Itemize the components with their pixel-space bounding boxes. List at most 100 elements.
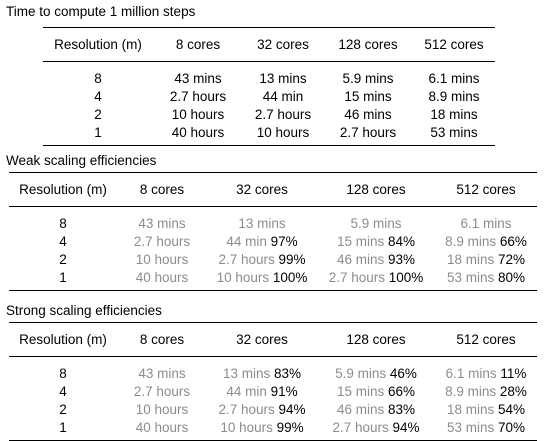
time-cell: 8.9 mins [428, 89, 480, 104]
time-value: 10 hours [135, 402, 189, 417]
time-table-title: Time to compute 1 million steps [6, 4, 196, 19]
resolution-cell: 2 [59, 402, 67, 417]
time-value: 44 min [226, 384, 267, 399]
header-128-cores: 128 cores [346, 182, 406, 197]
time-value: 13 mins [238, 216, 286, 231]
time-cell: 46 mins [344, 107, 392, 122]
time-value: 40 hours [135, 420, 189, 435]
time-value: 15 mins [336, 384, 385, 399]
time-cell: 15 mins [344, 89, 392, 104]
table-row: 1 40 hours 10 hours 2.7 hours 53 mins [43, 124, 495, 146]
time-value: 6.1 mins [445, 366, 497, 381]
time-cell: 2.7 hours [254, 107, 312, 122]
time-cell: 44 min [262, 89, 304, 104]
efficiency-value: 72% [498, 252, 526, 267]
time-value: 6.1 mins [460, 216, 512, 231]
table-row: 2 10 hours 2.7 hours 99% 46 mins 93% 18 … [9, 251, 537, 269]
time-value: 2.7 hours [218, 252, 275, 267]
table-row: 8 43 mins 13 mins 5.9 mins 6.1 mins [43, 70, 495, 88]
time-value: 15 mins [336, 234, 385, 249]
efficiency-value: 66% [499, 234, 527, 249]
header-32-cores: 32 cores [257, 37, 309, 52]
efficiency-value: 93% [388, 252, 416, 267]
time-value: 5.9 mins [350, 216, 402, 231]
time-value: 5.9 mins [335, 366, 387, 381]
resolution-cell: 4 [59, 384, 67, 399]
header-resolution: Resolution (m) [19, 332, 107, 347]
weak-scaling-table: Resolution (m) 8 cores 32 cores 128 core… [9, 172, 537, 291]
table-row: 2 10 hours 2.7 hours 46 mins 18 mins [43, 106, 495, 124]
time-value: 53 mins [446, 420, 495, 435]
efficiency-value: 94% [392, 420, 420, 435]
time-value: 2.7 hours [133, 384, 191, 399]
strong-table-title: Strong scaling efficiencies [6, 303, 162, 318]
time-value: 53 mins [446, 270, 495, 285]
resolution-cell: 2 [94, 107, 102, 122]
time-cell: 5.9 mins [342, 71, 394, 86]
resolution-cell: 1 [94, 125, 102, 140]
time-value: 46 mins [336, 402, 385, 417]
table-row: 4 2.7 hours 44 min 91% 15 mins 66% 8.9 m… [9, 383, 537, 401]
time-value: 18 mins [446, 402, 495, 417]
resolution-cell: 1 [59, 270, 67, 285]
efficiency-value: 28% [499, 384, 527, 399]
efficiency-value: 80% [498, 270, 526, 285]
header-8-cores: 8 cores [139, 182, 185, 197]
time-value: 43 mins [138, 366, 186, 381]
resolution-cell: 8 [59, 366, 67, 381]
resolution-cell: 1 [59, 420, 67, 435]
strong-scaling-table: Resolution (m) 8 cores 32 cores 128 core… [9, 322, 537, 441]
header-128-cores: 128 cores [338, 37, 398, 52]
header-32-cores: 32 cores [236, 332, 288, 347]
time-value: 18 mins [446, 252, 495, 267]
time-cell: 6.1 mins [428, 71, 480, 86]
efficiency-value: 11% [500, 366, 527, 381]
table-row: 1 40 hours 10 hours 99% 2.7 hours 94% 53… [9, 419, 537, 441]
efficiency-value: 84% [388, 234, 416, 249]
time-value: 10 hours [220, 420, 273, 435]
resolution-cell: 4 [59, 234, 67, 249]
table-row: 8 43 mins 13 mins 5.9 mins 6.1 mins [9, 215, 537, 233]
table-row: 8 43 mins 13 mins 83% 5.9 mins 46% 6.1 m… [9, 365, 537, 383]
resolution-cell: 8 [59, 216, 67, 231]
efficiency-value: 91% [270, 384, 298, 399]
resolution-cell: 8 [94, 71, 102, 86]
time-cell: 43 mins [174, 71, 222, 86]
time-value: 43 mins [138, 216, 186, 231]
efficiency-value: 100% [272, 270, 308, 285]
table-row: 2 10 hours 2.7 hours 94% 46 mins 83% 18 … [9, 401, 537, 419]
header-512-cores: 512 cores [456, 182, 516, 197]
time-value: 10 hours [216, 270, 270, 285]
time-cell: 13 mins [259, 71, 307, 86]
time-table: Resolution (m) 8 cores 32 cores 128 core… [43, 27, 495, 146]
efficiency-value: 99% [276, 420, 304, 435]
efficiency-value: 83% [388, 402, 416, 417]
time-value: 2.7 hours [133, 234, 191, 249]
weak-table-title: Weak scaling efficiencies [6, 153, 157, 168]
time-value: 46 mins [336, 252, 385, 267]
time-cell: 10 hours [171, 107, 225, 122]
efficiency-value: 70% [498, 420, 526, 435]
table-row: 4 2.7 hours 44 min 97% 15 mins 84% 8.9 m… [9, 233, 537, 251]
header-32-cores: 32 cores [236, 182, 288, 197]
header-8-cores: 8 cores [175, 37, 221, 52]
header-512-cores: 512 cores [424, 37, 484, 52]
efficiency-value: 94% [278, 402, 306, 417]
time-value: 8.9 mins [445, 234, 497, 249]
time-cell: 53 mins [430, 125, 478, 140]
header-resolution: Resolution (m) [19, 182, 107, 197]
time-cell: 18 mins [430, 107, 478, 122]
resolution-cell: 4 [94, 89, 102, 104]
efficiency-value: 83% [274, 366, 302, 381]
time-value: 8.9 mins [445, 384, 497, 399]
efficiency-value: 46% [389, 366, 417, 381]
time-value: 2.7 hours [332, 420, 389, 435]
time-value: 13 mins [222, 366, 271, 381]
efficiency-value: 97% [270, 234, 298, 249]
efficiency-value: 99% [278, 252, 306, 267]
efficiency-value: 100% [388, 270, 424, 285]
header-128-cores: 128 cores [346, 332, 406, 347]
resolution-cell: 2 [59, 252, 67, 267]
time-value: 2.7 hours [328, 270, 385, 285]
time-value: 40 hours [135, 270, 189, 285]
